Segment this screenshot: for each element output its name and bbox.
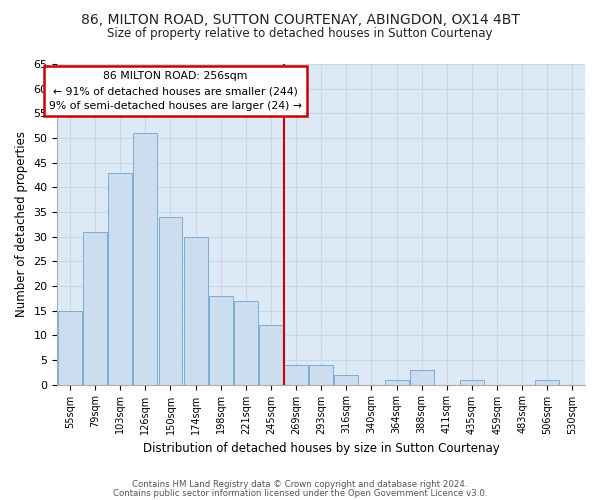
Text: Contains HM Land Registry data © Crown copyright and database right 2024.: Contains HM Land Registry data © Crown c… [132, 480, 468, 489]
Bar [334, 374, 358, 384]
Text: 86 MILTON ROAD: 256sqm
← 91% of detached houses are smaller (244)
9% of semi-det: 86 MILTON ROAD: 256sqm ← 91% of detached… [49, 72, 302, 111]
Bar [284, 365, 308, 384]
Bar [460, 380, 484, 384]
Bar [133, 133, 157, 384]
Y-axis label: Number of detached properties: Number of detached properties [15, 132, 28, 318]
Bar [259, 326, 283, 384]
Text: 86, MILTON ROAD, SUTTON COURTENAY, ABINGDON, OX14 4BT: 86, MILTON ROAD, SUTTON COURTENAY, ABING… [80, 12, 520, 26]
Bar [108, 172, 132, 384]
Bar [58, 310, 82, 384]
Bar [309, 365, 333, 384]
Bar [385, 380, 409, 384]
Bar [410, 370, 434, 384]
Text: Size of property relative to detached houses in Sutton Courtenay: Size of property relative to detached ho… [107, 28, 493, 40]
Bar [158, 217, 182, 384]
Bar [83, 232, 107, 384]
Bar [234, 300, 258, 384]
Bar [535, 380, 559, 384]
Text: Contains public sector information licensed under the Open Government Licence v3: Contains public sector information licen… [113, 488, 487, 498]
X-axis label: Distribution of detached houses by size in Sutton Courtenay: Distribution of detached houses by size … [143, 442, 500, 455]
Bar [209, 296, 233, 384]
Bar [184, 236, 208, 384]
